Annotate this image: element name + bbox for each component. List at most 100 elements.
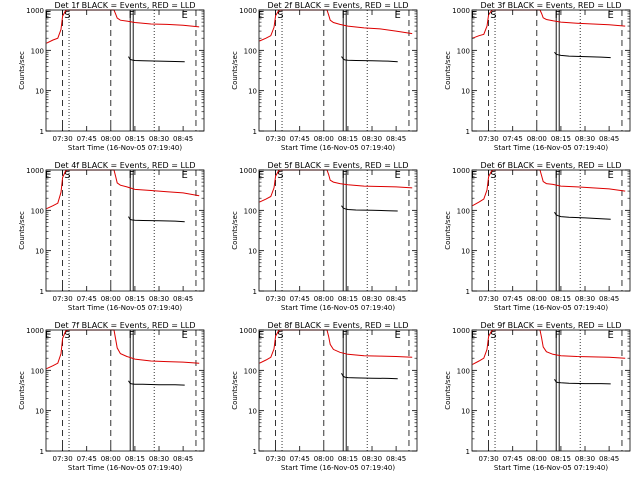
- chart-title: Det 8f BLACK = Events, RED = LLD: [267, 321, 408, 330]
- events-series-line: [554, 51, 611, 59]
- event-marker-label: S: [490, 10, 496, 21]
- event-marker-label: S: [490, 170, 496, 181]
- event-marker-label: S: [64, 330, 70, 341]
- x-tick-label: 08:00: [101, 295, 121, 303]
- events-series-line: [554, 211, 611, 220]
- x-tick-label: 08:00: [314, 455, 334, 463]
- y-axis-label: Counts/sec: [231, 211, 239, 250]
- chart-title: Det 6f BLACK = Events, RED = LLD: [480, 161, 621, 170]
- y-tick-label: 10: [248, 408, 257, 416]
- x-axis-label: Start Time (16-Nov-05 07:19:40): [281, 304, 395, 312]
- x-tick-label: 07:30: [479, 455, 499, 463]
- x-tick-label: 08:15: [551, 455, 571, 463]
- lld-series-line: [472, 9, 626, 39]
- plot-frame: [471, 169, 631, 292]
- chart-title: Det 5f BLACK = Events, RED = LLD: [267, 161, 408, 170]
- event-marker-label: S: [277, 170, 283, 181]
- y-tick-label: 100: [244, 207, 257, 215]
- y-axis-label: Counts/sec: [18, 51, 26, 90]
- x-tick-label: 08:30: [362, 455, 382, 463]
- x-tick-label: 08:15: [125, 295, 145, 303]
- event-marker-label: E: [182, 330, 188, 341]
- event-marker-label: S: [490, 330, 496, 341]
- x-tick-label: 08:15: [338, 135, 358, 143]
- y-tick-label: 1000: [452, 327, 470, 335]
- event-marker-label: S: [64, 170, 70, 181]
- y-tick-label: 10: [461, 88, 470, 96]
- plot-frame: [45, 329, 205, 452]
- x-tick-label: 08:45: [173, 455, 193, 463]
- x-tick-label: 08:15: [125, 135, 145, 143]
- x-axis-label: Start Time (16-Nov-05 07:19:40): [494, 304, 608, 312]
- plot-frame: [45, 9, 205, 132]
- event-marker-label: E: [258, 170, 264, 181]
- y-tick-label: 1000: [26, 7, 44, 15]
- y-tick-label: 1000: [26, 167, 44, 175]
- lld-series-line: [259, 9, 413, 42]
- x-tick-label: 08:45: [599, 455, 619, 463]
- x-tick-label: 08:30: [362, 135, 382, 143]
- x-tick-label: 08:30: [149, 295, 169, 303]
- y-axis-label: Counts/sec: [18, 371, 26, 410]
- y-tick-label: 100: [457, 47, 470, 55]
- y-tick-label: 1: [466, 448, 470, 456]
- y-tick-label: 1000: [239, 327, 257, 335]
- chart-title: Det 2f BLACK = Events, RED = LLD: [267, 1, 408, 10]
- y-tick-label: 1000: [239, 167, 257, 175]
- event-marker-label: F: [342, 330, 348, 341]
- x-axis-label: Start Time (16-Nov-05 07:19:40): [68, 304, 182, 312]
- x-tick-label: 08:00: [314, 135, 334, 143]
- lld-series-line: [46, 329, 200, 370]
- lld-series-line: [472, 329, 626, 365]
- plot-frame: [258, 9, 418, 132]
- x-tick-label: 08:45: [173, 135, 193, 143]
- y-tick-label: 1: [40, 448, 44, 456]
- x-tick-label: 08:30: [575, 455, 595, 463]
- chart-title: Det 3f BLACK = Events, RED = LLD: [480, 1, 621, 10]
- y-tick-label: 10: [35, 248, 44, 256]
- x-tick-label: 08:15: [338, 295, 358, 303]
- x-axis-label: Start Time (16-Nov-05 07:19:40): [494, 464, 608, 472]
- x-tick-label: 08:45: [173, 295, 193, 303]
- x-tick-label: 07:45: [290, 455, 310, 463]
- event-marker-label: E: [182, 10, 188, 21]
- x-tick-label: 07:30: [266, 135, 286, 143]
- y-tick-label: 1: [466, 128, 470, 136]
- y-tick-label: 1: [253, 288, 257, 296]
- events-series-line: [128, 56, 185, 63]
- events-series-line: [341, 56, 398, 63]
- y-tick-label: 1: [40, 128, 44, 136]
- y-tick-label: 100: [31, 47, 44, 55]
- x-tick-label: 08:15: [551, 135, 571, 143]
- plot-frame: [258, 329, 418, 452]
- x-tick-label: 07:45: [503, 455, 523, 463]
- y-tick-label: 10: [248, 88, 257, 96]
- event-marker-label: F: [555, 330, 561, 341]
- x-tick-label: 07:30: [53, 295, 73, 303]
- x-tick-label: 07:30: [479, 135, 499, 143]
- x-tick-label: 07:30: [266, 455, 286, 463]
- event-marker-label: E: [45, 10, 51, 21]
- x-tick-label: 08:45: [386, 295, 406, 303]
- x-tick-label: 08:00: [101, 135, 121, 143]
- x-tick-label: 07:45: [290, 295, 310, 303]
- event-marker-label: E: [395, 170, 401, 181]
- event-marker-label: E: [608, 10, 614, 21]
- y-axis-label: Counts/sec: [231, 371, 239, 410]
- y-tick-label: 100: [457, 367, 470, 375]
- y-tick-label: 1000: [452, 167, 470, 175]
- event-marker-label: E: [608, 170, 614, 181]
- lld-series-line: [472, 169, 626, 207]
- x-tick-label: 08:30: [575, 295, 595, 303]
- event-marker-label: E: [471, 330, 477, 341]
- event-marker-label: F: [129, 330, 135, 341]
- x-tick-label: 08:45: [386, 135, 406, 143]
- event-marker-label: F: [342, 10, 348, 21]
- event-marker-label: E: [471, 10, 477, 21]
- y-axis-label: Counts/sec: [444, 51, 452, 90]
- x-tick-label: 08:00: [314, 295, 334, 303]
- y-tick-label: 1: [253, 128, 257, 136]
